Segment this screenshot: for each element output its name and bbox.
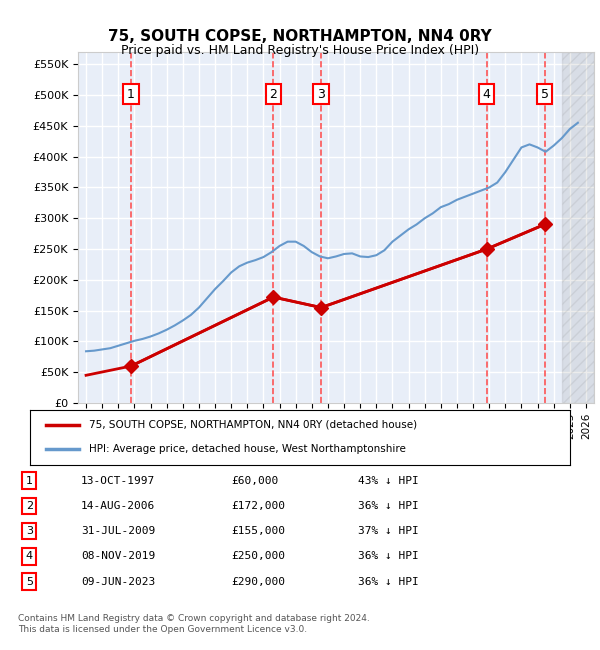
Text: 3: 3 <box>26 526 33 536</box>
Text: 4: 4 <box>483 88 491 101</box>
Text: 2: 2 <box>269 88 277 101</box>
Text: £172,000: £172,000 <box>231 501 285 511</box>
Text: 08-NOV-2019: 08-NOV-2019 <box>81 551 155 562</box>
Text: 14-AUG-2006: 14-AUG-2006 <box>81 501 155 511</box>
Text: 75, SOUTH COPSE, NORTHAMPTON, NN4 0RY: 75, SOUTH COPSE, NORTHAMPTON, NN4 0RY <box>108 29 492 44</box>
Text: 1: 1 <box>26 476 33 486</box>
Text: HPI: Average price, detached house, West Northamptonshire: HPI: Average price, detached house, West… <box>89 445 406 454</box>
Text: 31-JUL-2009: 31-JUL-2009 <box>81 526 155 536</box>
Bar <box>562 52 594 403</box>
Text: 1: 1 <box>127 88 135 101</box>
Text: Contains HM Land Registry data © Crown copyright and database right 2024.
This d: Contains HM Land Registry data © Crown c… <box>18 614 370 634</box>
Text: Price paid vs. HM Land Registry's House Price Index (HPI): Price paid vs. HM Land Registry's House … <box>121 44 479 57</box>
Text: 2: 2 <box>26 501 33 511</box>
Text: 43% ↓ HPI: 43% ↓ HPI <box>358 476 418 486</box>
Text: £155,000: £155,000 <box>231 526 285 536</box>
Text: 75, SOUTH COPSE, NORTHAMPTON, NN4 0RY (detached house): 75, SOUTH COPSE, NORTHAMPTON, NN4 0RY (d… <box>89 420 418 430</box>
Text: 5: 5 <box>541 88 548 101</box>
Text: 13-OCT-1997: 13-OCT-1997 <box>81 476 155 486</box>
Text: 36% ↓ HPI: 36% ↓ HPI <box>358 551 418 562</box>
Text: 5: 5 <box>26 577 33 587</box>
Text: 3: 3 <box>317 88 325 101</box>
Text: 09-JUN-2023: 09-JUN-2023 <box>81 577 155 587</box>
Text: 4: 4 <box>26 551 33 562</box>
Text: £290,000: £290,000 <box>231 577 285 587</box>
Text: 37% ↓ HPI: 37% ↓ HPI <box>358 526 418 536</box>
Text: 36% ↓ HPI: 36% ↓ HPI <box>358 501 418 511</box>
Text: £250,000: £250,000 <box>231 551 285 562</box>
Text: 36% ↓ HPI: 36% ↓ HPI <box>358 577 418 587</box>
Text: £60,000: £60,000 <box>231 476 278 486</box>
